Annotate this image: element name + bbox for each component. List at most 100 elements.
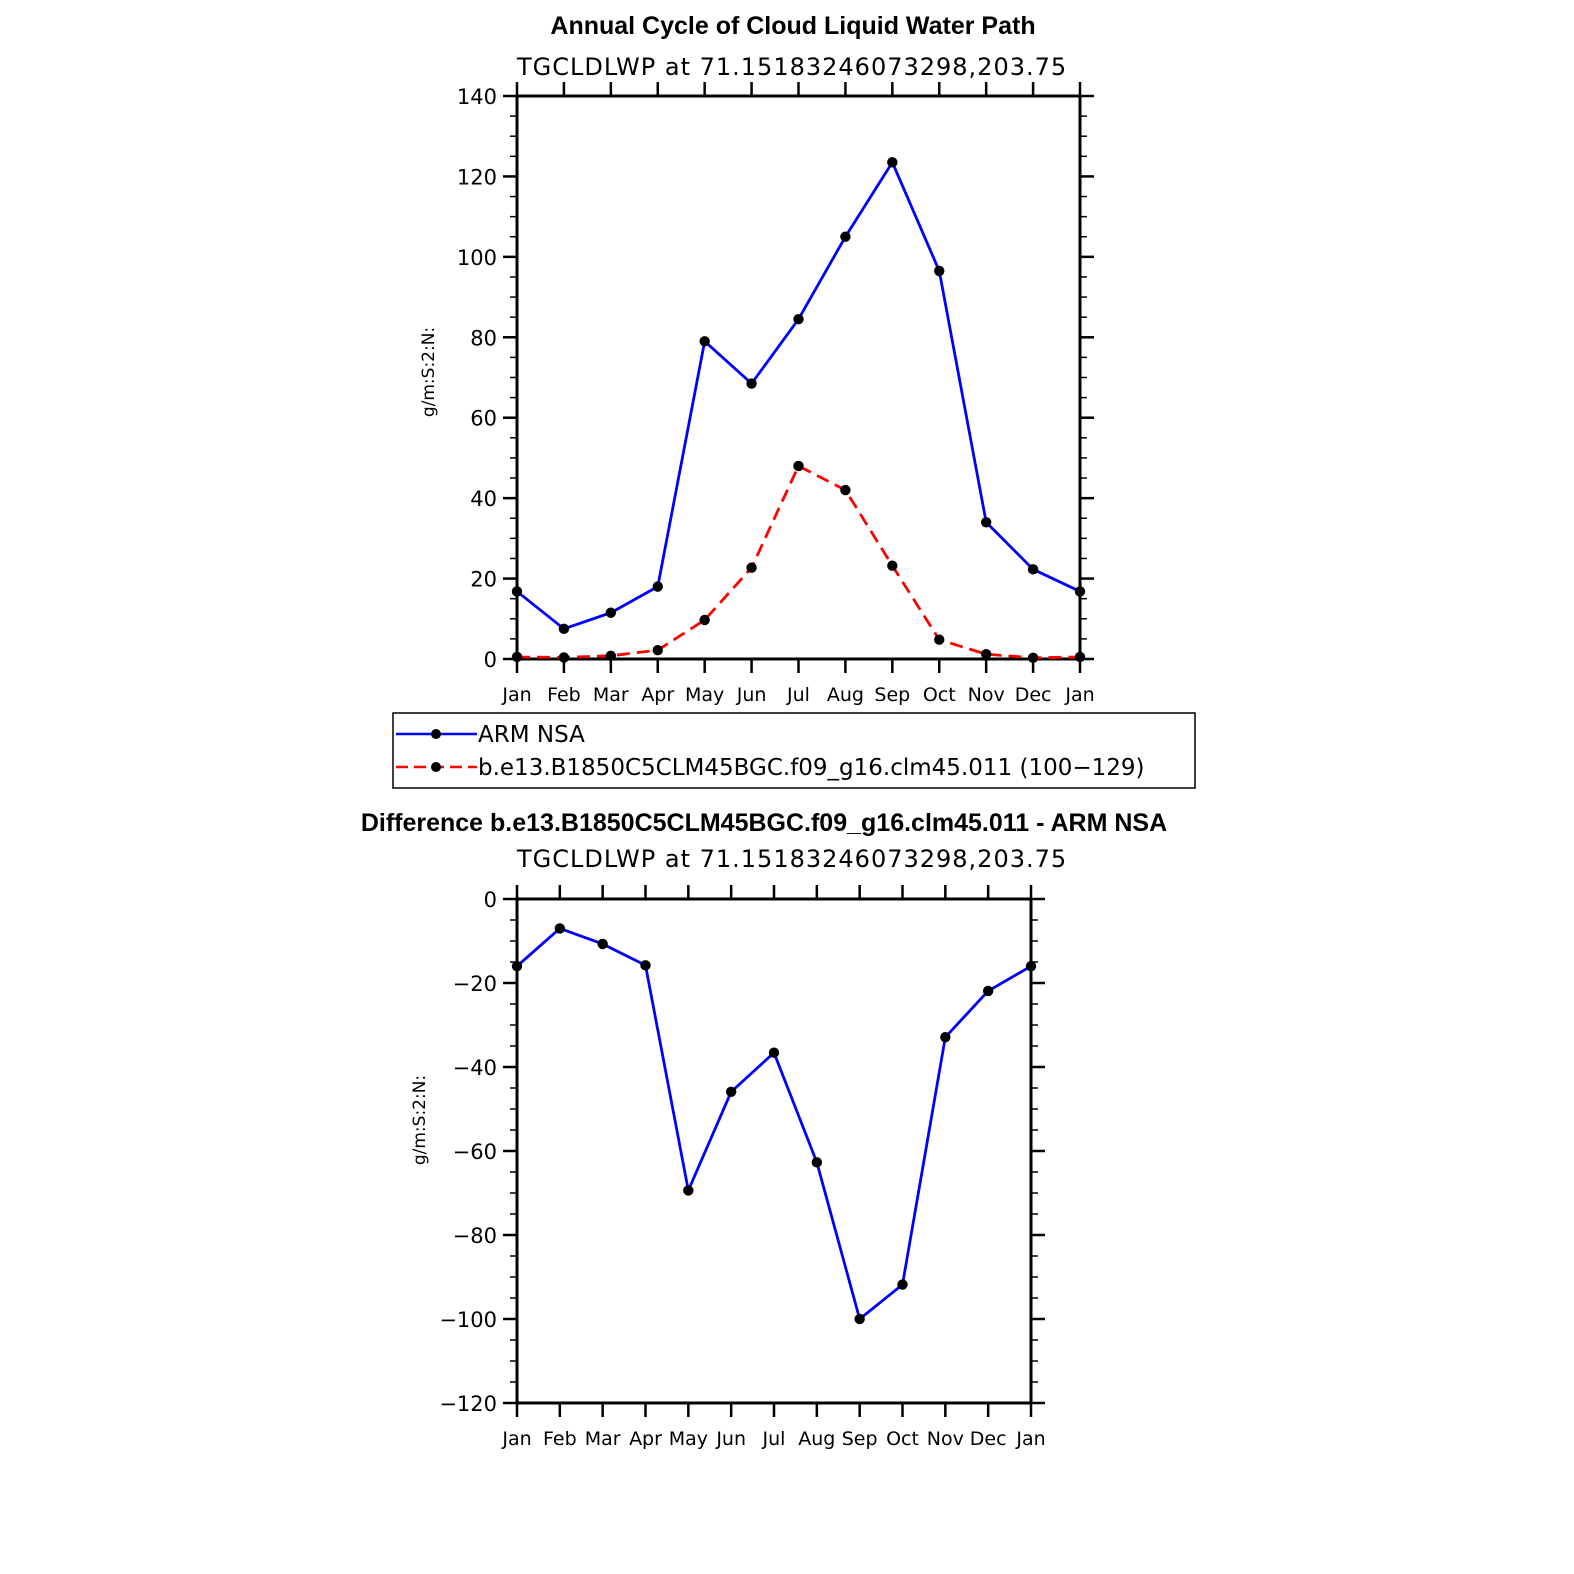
chart1-series-line-1 [516, 464, 1081, 660]
chart1-plot: 0 20 40 60 80 100 120 140 Jan Feb Mar Apr May Jun Jul A… [457, 82, 1095, 706]
chart1-series-0-point [887, 157, 898, 168]
chart1-series-0-point [605, 607, 617, 618]
chart1-xtick-label: Feb [547, 684, 581, 706]
chart1-ytick-label: 140 [457, 85, 497, 109]
chart2-ytick-label: −80 [453, 1224, 497, 1248]
chart1-series-1-point [887, 560, 898, 571]
chart1-series-0-point [558, 623, 570, 635]
chart1-xtick-label: Aug [827, 684, 864, 706]
chart2-ytick-label: 0 [484, 888, 497, 912]
chart2-xtick-label: Mar [585, 1428, 621, 1450]
chart2-frame [515, 897, 1033, 1405]
chart2-plot: −120 −100 −80 −60 −40 −20 0 Jan Feb Mar Apr May Jun J… [439, 885, 1046, 1450]
chart2-ytick-label: −100 [439, 1308, 497, 1332]
chart1-series-1-point [511, 651, 523, 663]
chart2-xtick-label: Nov [927, 1428, 964, 1450]
chart1-series-1-point [1074, 651, 1086, 663]
chart1-xtick-label: Nov [968, 684, 1005, 706]
legend-label-model: b.e13.B1850C5CLM45BGC.f09_g16.clm45.011 … [478, 755, 1144, 781]
chart2-xtick-label: Apr [629, 1428, 662, 1450]
chart2-ytick-label: −20 [453, 972, 497, 996]
chart2-subtitle: TGCLDLWP at 71.15183246073298,203.75 [516, 845, 1067, 873]
chart2-xtick-label: Dec [970, 1428, 1007, 1450]
chart1-series-1-point [980, 648, 992, 660]
chart2-series-0-point [725, 1086, 737, 1097]
chart1-xtick-label: Sep [874, 684, 910, 706]
chart1-xtick-label: Jul [786, 684, 810, 706]
chart2-xtick-label: Aug [798, 1428, 835, 1450]
chart2-series-0-point [683, 1185, 694, 1196]
legend: ARM NSA b.e13.B1850C5CLM45BGC.f09_g16.cl… [392, 712, 1196, 789]
chart1-xtick-label: Jan [501, 684, 531, 706]
chart1-ytick-label: 120 [457, 165, 497, 189]
chart1-series-1-point [793, 460, 804, 472]
chart2-xtick-label: May [669, 1428, 708, 1450]
chart1-ytick-label: 0 [484, 648, 497, 672]
chart1-subtitle: TGCLDLWP at 71.15183246073298,203.75 [516, 53, 1067, 81]
chart2-xtick-label: Sep [842, 1428, 878, 1450]
chart2-xtick-label: Jun [715, 1428, 746, 1450]
chart1-series-0-point [1027, 564, 1039, 575]
chart2-xtick-label: Jul [762, 1428, 786, 1450]
chart2-ytick-label: −40 [453, 1056, 497, 1080]
legend-label-arm: ARM NSA [478, 722, 585, 748]
chart1-series-0-point [511, 586, 523, 597]
chart1-series-1-point [1027, 652, 1039, 663]
chart2-series-0-point [811, 1157, 823, 1168]
chart1-series-0-point [793, 313, 804, 325]
chart1-series-0-point [652, 581, 663, 592]
chart1-ytick-label: 60 [470, 407, 497, 431]
chart1-ylabel: g/m:S:2:N: [419, 327, 439, 417]
chart2-ytick-label: −60 [453, 1140, 497, 1164]
chart2-xtick-label: Oct [886, 1428, 919, 1450]
chart1-ytick-label: 100 [457, 246, 497, 270]
chart2-series-0-point [640, 960, 651, 971]
chart1-ytick-label: 20 [470, 568, 497, 592]
chart1-xtick-label: Mar [593, 684, 629, 706]
chart1-series-0-point [699, 336, 710, 347]
chart2-series-0-point [1025, 961, 1037, 972]
legend-marker-model [431, 762, 441, 772]
chart2-series-0-point [897, 1279, 908, 1290]
chart2-series-0-point [854, 1313, 865, 1325]
chart1-series-0-point [980, 517, 992, 528]
chart2-series-0-point [768, 1047, 780, 1058]
chart1-ytick-label: 80 [470, 326, 497, 350]
chart1-series-line-0 [516, 160, 1081, 631]
chart1-series-1-point [558, 652, 570, 663]
chart2-series-0-point [511, 961, 523, 972]
legend-marker-arm [431, 729, 441, 739]
chart2-series-0-point [597, 938, 608, 950]
chart1-xtick-label: Jan [1064, 684, 1094, 706]
chart1-series-1-point [746, 562, 757, 573]
chart2-title: Difference b.e13.B1850C5CLM45BGC.f09_g16… [361, 809, 1167, 837]
chart2-series-0-point [554, 923, 566, 934]
chart1-series-1-point [699, 614, 710, 626]
chart2-series-0-point [940, 1031, 951, 1043]
chart1-xtick-label: Oct [923, 684, 956, 706]
chart1-ytick-label: 40 [470, 487, 497, 511]
chart2-series-0-point [982, 985, 994, 997]
chart1-xtick-label: Apr [641, 684, 674, 706]
chart1-series-0-point [1074, 586, 1086, 597]
chart1-xtick-label: Jun [736, 684, 767, 706]
chart2-xtick-label: Jan [1015, 1428, 1045, 1450]
chart1-xtick-label: Dec [1015, 684, 1052, 706]
chart1-series-0-point [840, 231, 851, 242]
chart2-ylabel: g/m:S:2:N: [410, 1075, 430, 1165]
chart1-series-1-point [934, 634, 945, 645]
chart2-ytick-label: −120 [439, 1392, 497, 1416]
chart2-series-line-0 [516, 927, 1032, 1321]
legend-box [392, 712, 1196, 789]
chart2-xtick-label: Jan [501, 1428, 531, 1450]
chart1-series-1-point [652, 644, 663, 656]
chart1-title: Annual Cycle of Cloud Liquid Water Path [550, 12, 1035, 40]
chart1-series-1-point [840, 484, 851, 496]
chart1-frame [515, 94, 1082, 661]
chart1-xtick-label: May [685, 684, 724, 706]
chart1-series-0-point [934, 265, 945, 277]
chart1-series-1-point [605, 650, 617, 661]
chart1-series-0-point [746, 378, 757, 389]
chart2-xtick-label: Feb [543, 1428, 577, 1450]
